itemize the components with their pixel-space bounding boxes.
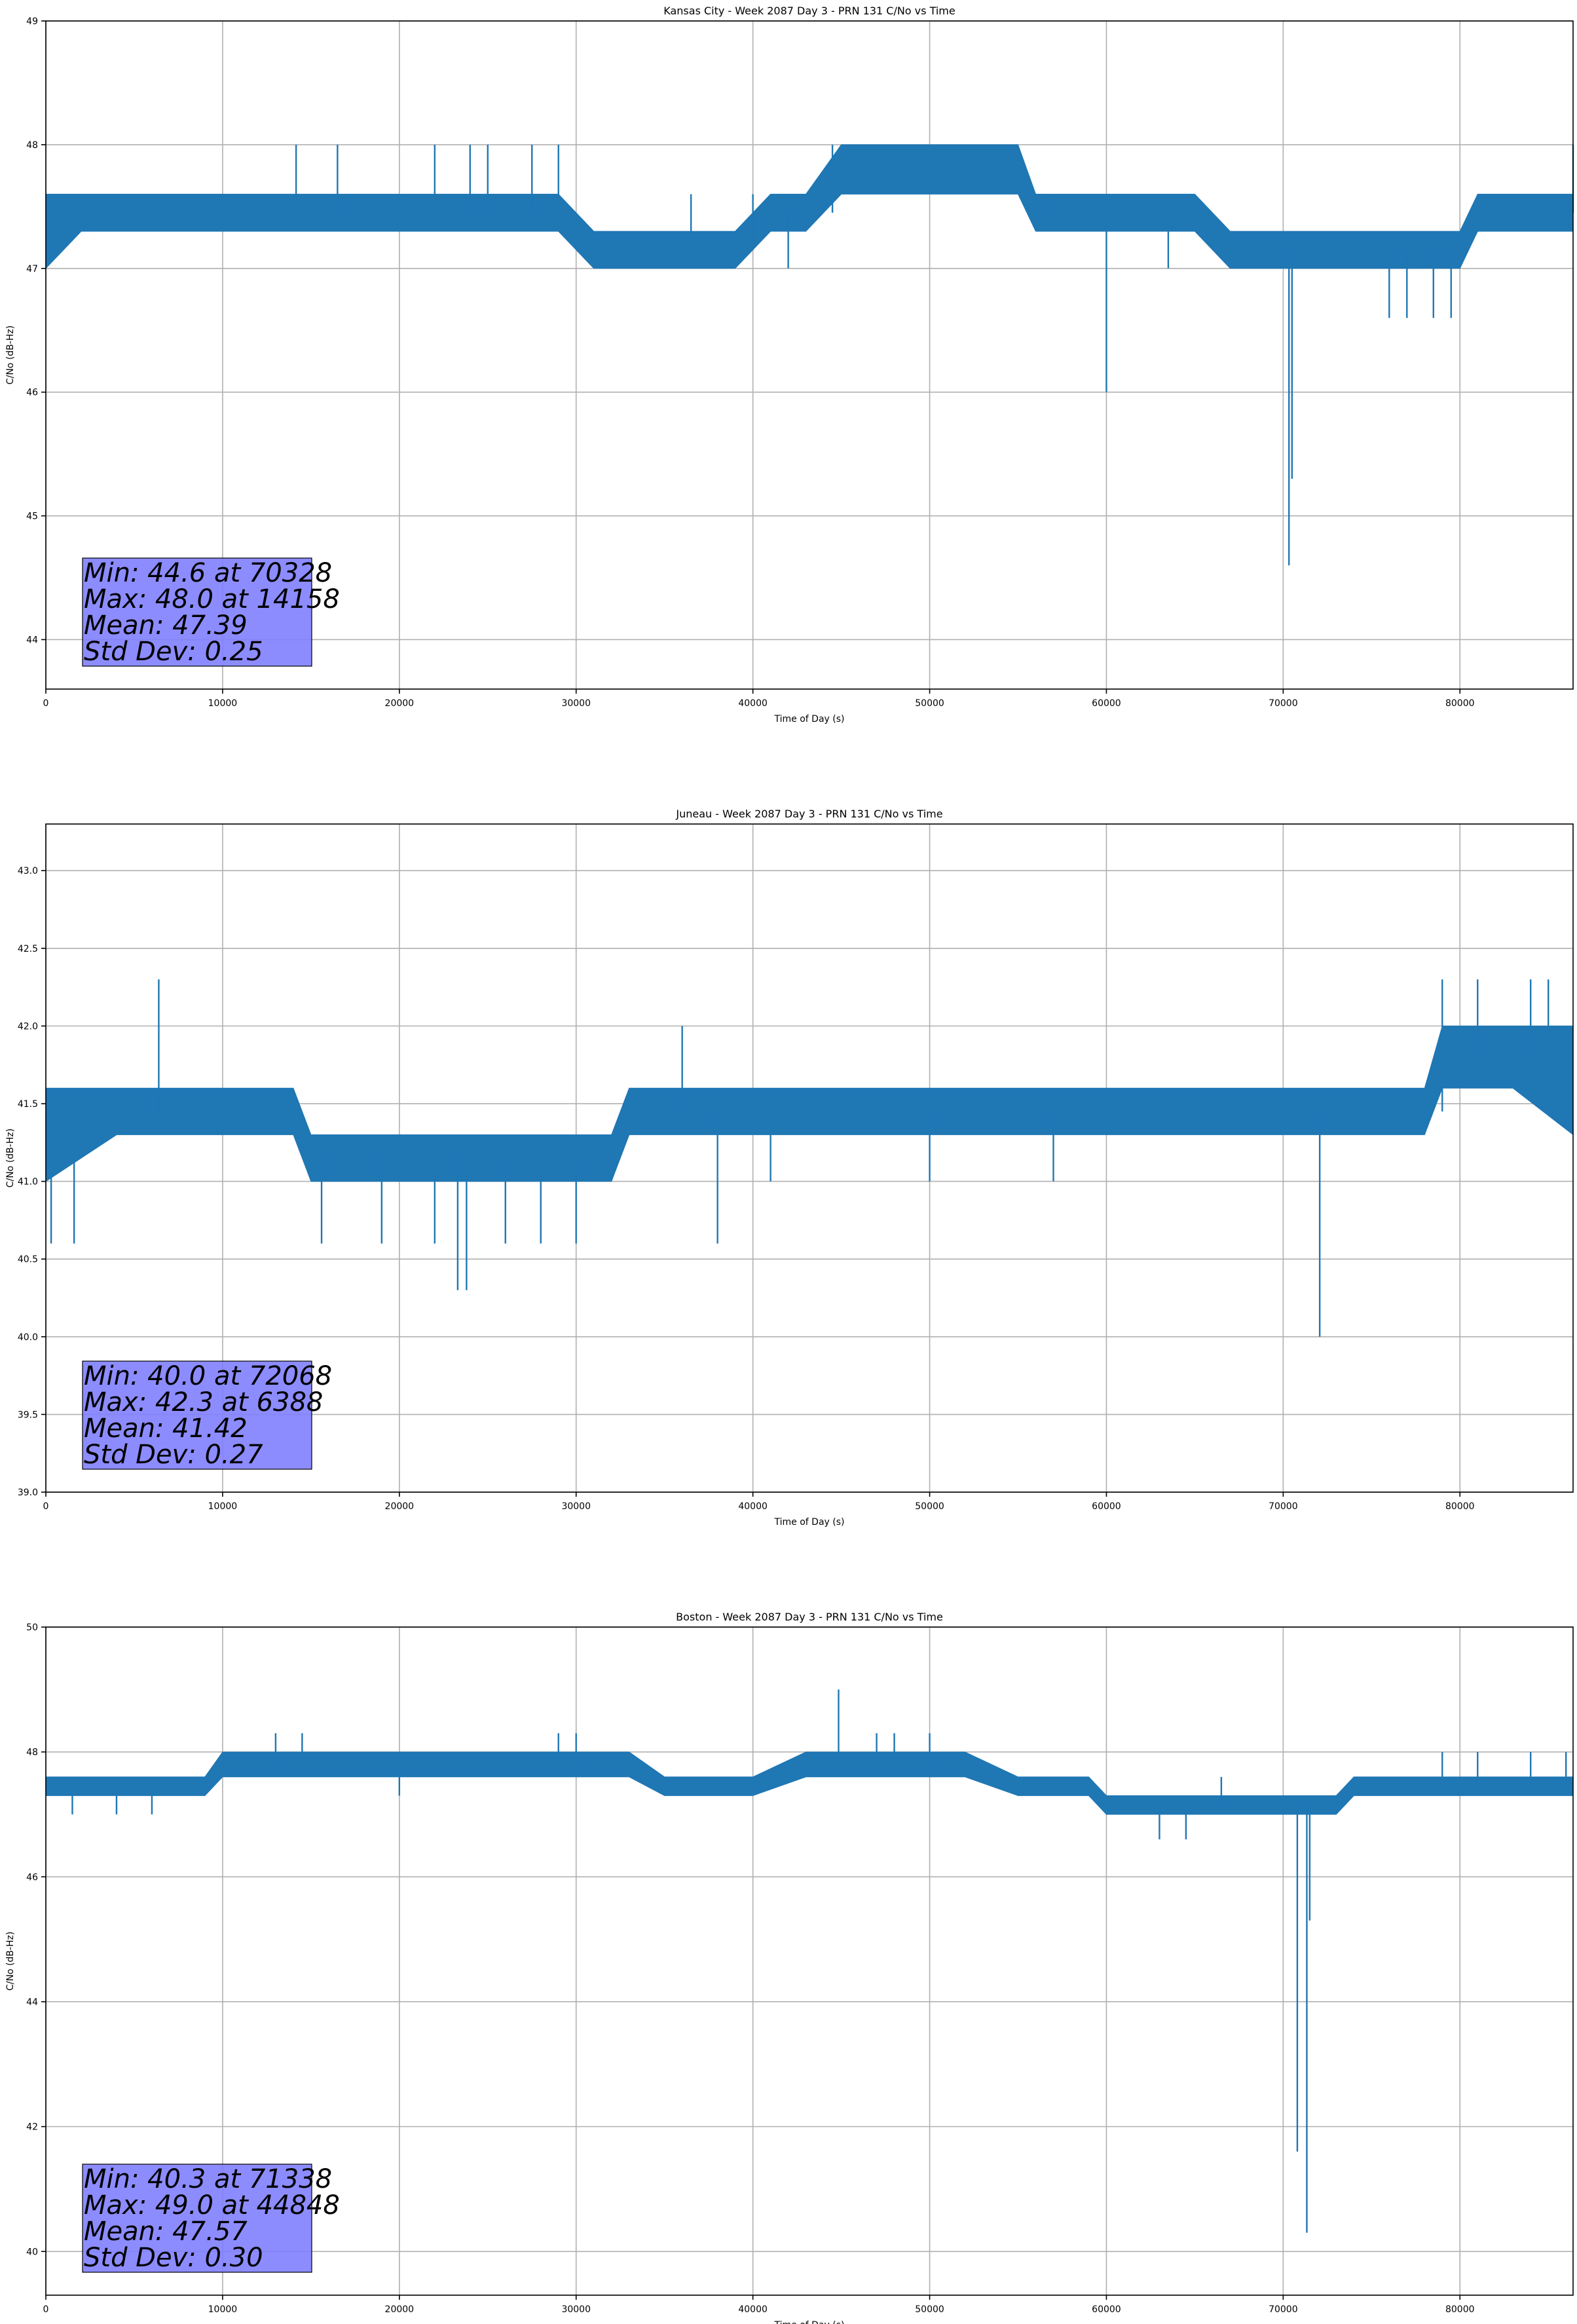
chart-title: Juneau - Week 2087 Day 3 - PRN 131 C/No … bbox=[675, 808, 942, 820]
y-tick-label: 44 bbox=[26, 635, 38, 645]
x-tick-label: 70000 bbox=[1269, 2304, 1298, 2315]
y-tick-label: 41.0 bbox=[18, 1177, 38, 1188]
chart-title: Boston - Week 2087 Day 3 - PRN 131 C/No … bbox=[676, 1611, 943, 1623]
y-tick-label: 46 bbox=[26, 388, 38, 398]
y-tick-label: 42.5 bbox=[18, 944, 38, 954]
stats-line: Min: 44.6 at 70328 bbox=[84, 558, 332, 588]
stats-line: Std Dev: 0.25 bbox=[84, 637, 263, 667]
x-tick-label: 30000 bbox=[561, 2304, 591, 2315]
x-tick-label: 70000 bbox=[1269, 1501, 1298, 1512]
chart-panel: 0 10000 20000 30000 40000 50000 60000 70000 8000… bbox=[5, 1611, 1574, 2324]
chart-title: Kansas City - Week 2087 Day 3 - PRN 131 … bbox=[663, 5, 955, 17]
x-tick-label: 10000 bbox=[208, 698, 238, 709]
y-axis-label: C/No (dB-Hz) bbox=[5, 326, 16, 384]
chart-panel: 0 10000 20000 30000 40000 50000 60000 70000 8000… bbox=[5, 808, 1574, 1527]
y-tick-label: 49 bbox=[26, 16, 38, 27]
y-tick-label: 48 bbox=[26, 1748, 38, 1758]
chart-panel: 0 10000 20000 30000 40000 50000 60000 70000 8000… bbox=[5, 5, 1574, 724]
y-tick-label: 44 bbox=[26, 1997, 38, 2008]
x-tick-label: 0 bbox=[43, 698, 49, 709]
y-tick-label: 41.5 bbox=[18, 1099, 38, 1110]
x-axis-label: Time of Day (s) bbox=[774, 714, 845, 724]
y-tick-label: 46 bbox=[26, 1872, 38, 1883]
x-tick-label: 30000 bbox=[561, 698, 591, 709]
x-tick-label: 0 bbox=[43, 2304, 49, 2315]
stats-line: Max: 49.0 at 44848 bbox=[84, 2190, 340, 2221]
x-tick-label: 60000 bbox=[1092, 1501, 1121, 1512]
axes-frame bbox=[45, 1626, 1574, 2296]
y-tick-label: 39.0 bbox=[18, 1488, 38, 1498]
y-tick-label: 47 bbox=[26, 264, 38, 274]
y-axis-label: C/No (dB-Hz) bbox=[5, 1932, 16, 1991]
x-tick-label: 20000 bbox=[385, 2304, 415, 2315]
y-tick-label: 42 bbox=[26, 2122, 38, 2133]
y-tick-label: 42.0 bbox=[18, 1021, 38, 1032]
axes-frame bbox=[45, 823, 1574, 1493]
x-tick-label: 70000 bbox=[1269, 698, 1298, 709]
stats-line: Std Dev: 0.27 bbox=[84, 1440, 263, 1470]
y-tick-label: 40 bbox=[26, 2247, 38, 2257]
stats-box bbox=[82, 2164, 312, 2273]
x-tick-label: 20000 bbox=[385, 1501, 415, 1512]
y-tick-label: 40.5 bbox=[18, 1254, 38, 1265]
x-tick-label: 60000 bbox=[1092, 698, 1121, 709]
x-tick-label: 10000 bbox=[208, 1501, 238, 1512]
stats-box bbox=[82, 1360, 312, 1470]
stats-box bbox=[82, 557, 312, 667]
x-tick-label: 40000 bbox=[738, 1501, 768, 1512]
x-tick-label: 60000 bbox=[1092, 2304, 1121, 2315]
x-tick-label: 80000 bbox=[1445, 2304, 1475, 2315]
stats-line: Mean: 47.39 bbox=[84, 610, 248, 641]
x-tick-label: 50000 bbox=[915, 2304, 944, 2315]
stats-line: Mean: 41.42 bbox=[84, 1414, 248, 1444]
stats-line: Min: 40.0 at 72068 bbox=[84, 1361, 332, 1391]
x-tick-label: 80000 bbox=[1445, 698, 1475, 709]
y-tick-label: 40.0 bbox=[18, 1332, 38, 1343]
axes-frame bbox=[45, 20, 1574, 690]
x-tick-label: 10000 bbox=[208, 2304, 238, 2315]
x-tick-label: 0 bbox=[43, 1501, 49, 1512]
stats-line: Min: 40.3 at 71338 bbox=[84, 2164, 332, 2194]
y-tick-label: 50 bbox=[26, 1622, 38, 1633]
y-tick-label: 43.0 bbox=[18, 866, 38, 876]
x-tick-label: 40000 bbox=[738, 698, 768, 709]
stats-line: Mean: 47.57 bbox=[84, 2217, 248, 2247]
y-tick-label: 39.5 bbox=[18, 1410, 38, 1420]
x-tick-label: 50000 bbox=[915, 1501, 944, 1512]
x-tick-label: 50000 bbox=[915, 698, 944, 709]
stats-line: Max: 42.3 at 6388 bbox=[84, 1387, 323, 1417]
y-axis-label: C/No (dB-Hz) bbox=[5, 1129, 16, 1188]
stats-line: Max: 48.0 at 14158 bbox=[84, 584, 340, 614]
y-tick-label: 45 bbox=[26, 512, 38, 522]
stats-line: Std Dev: 0.30 bbox=[84, 2243, 263, 2273]
x-tick-label: 20000 bbox=[385, 698, 415, 709]
x-tick-label: 30000 bbox=[561, 1501, 591, 1512]
x-tick-label: 40000 bbox=[738, 2304, 768, 2315]
x-axis-label: Time of Day (s) bbox=[774, 1517, 845, 1527]
y-tick-label: 48 bbox=[26, 140, 38, 151]
x-tick-label: 80000 bbox=[1445, 1501, 1475, 1512]
x-axis-label: Time of Day (s) bbox=[774, 2320, 845, 2324]
